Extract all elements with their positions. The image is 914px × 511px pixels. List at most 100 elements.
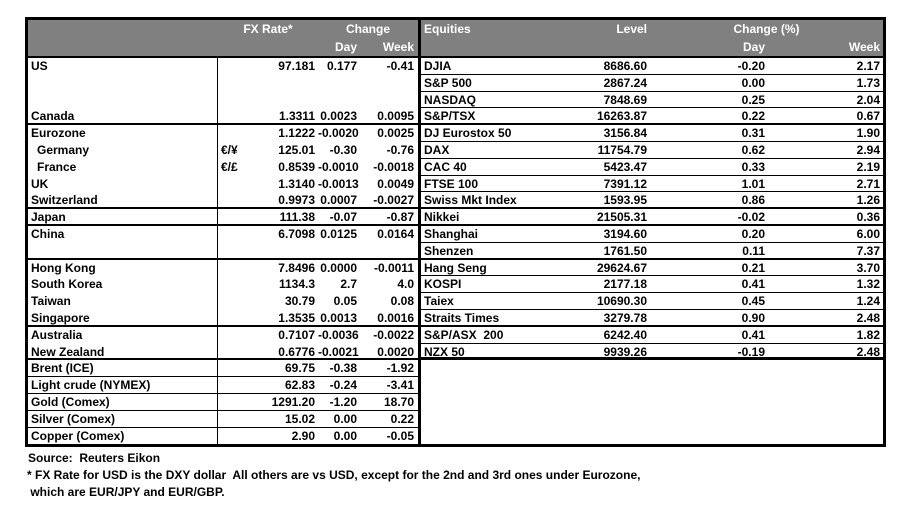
country-cell: Taiwan	[28, 293, 218, 310]
table-row: Shenzen 1761.50 0.11 7.37	[421, 243, 883, 260]
fx-week-change-cell: -0.0022	[373, 327, 414, 342]
equity-rows: DJIA 8686.60 -0.20 2.17 S&P 500 2867.24 0.00 1.…	[421, 58, 883, 361]
fx-week-change-cell: -1.92	[386, 361, 414, 376]
currency-pair-cell: €/¥	[221, 142, 238, 157]
fx-rate-cell: 125.01	[278, 142, 315, 157]
fx-rate-cell: 62.83	[284, 378, 315, 393]
country-cell: France	[28, 158, 218, 176]
table-row: NZX 50 9939.26 -0.19 2.48	[421, 344, 883, 361]
equity-day-change-cell: 0.41	[741, 277, 765, 292]
fx-rate-header: FX Rate*	[243, 22, 293, 36]
equity-week-change-cell: 1.26	[856, 193, 880, 208]
table-row: S&P/TSX 16263.87 0.22 0.67	[421, 108, 883, 126]
table-row: Canada 1.3311 0.0023 0.0095	[28, 108, 418, 126]
currency-pair-cell	[218, 360, 254, 376]
table-row: China 6.7098 0.0125 0.0164	[28, 225, 418, 243]
fx-day-change-cell: 0.0000	[320, 260, 357, 275]
country-cell: Gold (Comex)	[28, 393, 218, 410]
fx-week-change-cell: -3.41	[386, 378, 414, 393]
fx-rows: US 97.181 0.177 -0.41 Canada 1.3311 0.0023 0.00…	[28, 58, 418, 445]
currency-pair-cell: €/£	[221, 159, 238, 174]
fx-day-change-cell: -0.0013	[318, 176, 359, 191]
currency-pair-cell	[218, 276, 254, 293]
equity-week-change-cell: 3.70	[856, 260, 880, 275]
table-row: DAX 11754.79 0.62 2.94	[421, 142, 883, 159]
fx-week-change-cell: -0.0011	[373, 260, 414, 275]
table-row: New Zealand 0.6776 -0.0021 0.0020	[28, 343, 418, 361]
fx-week-change-cell: 18.70	[383, 394, 414, 409]
equity-day-change-cell: 0.90	[741, 310, 765, 325]
fx-day-change-cell: 0.00	[333, 428, 357, 443]
currency-pair-cell	[218, 176, 254, 193]
fx-rate-cell: 69.75	[284, 361, 315, 376]
fx-footnote-line2: which are EUR/JPY and EUR/GBP.	[27, 485, 225, 499]
equity-day-change-cell: 0.33	[741, 159, 765, 174]
fx-rate-cell: 30.79	[284, 294, 315, 309]
equity-level-cell: 1761.50	[603, 243, 647, 258]
fx-rate-cell: 15.02	[284, 411, 315, 426]
fx-day-change-cell	[318, 92, 360, 109]
fx-week-change-cell: 4.0	[397, 277, 414, 292]
table-row: DJIA 8686.60 -0.20 2.17	[421, 58, 883, 75]
equities-header: Equities	[424, 22, 471, 36]
currency-pair-cell	[218, 92, 254, 109]
fx-header-spacer	[28, 20, 218, 38]
table-row: Taiex 10690.30 0.45 1.24	[421, 293, 883, 310]
level-header: Level	[616, 22, 647, 36]
table-row: DJ Eurostox 50 3156.84 0.31 1.90	[421, 125, 883, 142]
fx-week-change-cell: 0.0164	[377, 226, 414, 241]
fx-day-change-cell: 0.05	[333, 294, 357, 309]
country-cell: South Korea	[28, 276, 218, 294]
country-cell: UK	[28, 175, 218, 193]
currency-pair-cell	[218, 192, 254, 207]
table-row: Hang Seng 29624.67 0.21 3.70	[421, 260, 883, 277]
currency-pair-cell	[218, 344, 254, 359]
equities-table-header: Equities Level Change (%) Day Week	[421, 20, 883, 58]
fx-rate-cell	[254, 92, 318, 109]
equity-day-change-cell: -0.19	[737, 344, 765, 358]
country-cell: Copper (Comex)	[28, 427, 218, 445]
country-cell: Silver (Comex)	[28, 410, 218, 427]
equity-name-cell: DAX	[424, 142, 450, 157]
fx-day-header: Day	[334, 40, 357, 54]
equity-day-change-cell: 0.20	[741, 226, 765, 241]
fx-rate-cell	[254, 243, 318, 258]
fx-footnote-line1: * FX Rate for USD is the DXY dollar All …	[27, 468, 641, 482]
table-row: Australia 0.7107 -0.0036 -0.0022	[28, 326, 418, 344]
equity-level-cell: 7391.12	[603, 176, 647, 191]
table-row: Copper (Comex) 2.90 0.00 -0.05	[28, 427, 418, 445]
currency-pair-cell	[218, 260, 254, 277]
equity-day-change-cell: 0.25	[741, 92, 765, 107]
table-row: Light crude (NYMEX) 62.83 -0.24 -3.41	[28, 377, 418, 394]
table-section-divider	[418, 20, 421, 445]
fx-day-change-cell	[318, 75, 360, 92]
equity-name-cell: S&P/ASX 200	[424, 327, 504, 342]
equity-name-cell: Shenzen	[424, 243, 474, 258]
fx-day-change-cell: 0.00	[333, 411, 357, 426]
table-row: Germany €/¥ 125.01 -0.30 -0.76	[28, 141, 418, 159]
fx-rate-cell: 0.9973	[278, 193, 315, 208]
fx-rate-cell: 0.6776	[278, 344, 315, 359]
fx-day-change-cell: -0.0021	[318, 344, 359, 359]
equity-level-cell: 10690.30	[596, 294, 647, 309]
fx-day-change-cell: 0.177	[326, 59, 357, 73]
equity-week-change-cell: 2.17	[856, 59, 880, 73]
equity-name-cell: KOSPI	[424, 277, 462, 292]
table-row: CAC 40 5423.47 0.33 2.19	[421, 159, 883, 176]
equity-week-change-cell: 7.37	[856, 243, 880, 258]
country-cell: Eurozone	[28, 125, 218, 142]
table-row: Shanghai 3194.60 0.20 6.00	[421, 226, 883, 243]
equity-level-cell: 9939.26	[603, 344, 647, 358]
country-cell	[28, 242, 218, 258]
currency-pair-cell	[218, 209, 254, 224]
country-cell	[28, 91, 218, 109]
fx-week-change-cell	[360, 92, 418, 109]
country-cell: Germany	[28, 141, 218, 159]
country-cell: US	[28, 58, 218, 75]
table-row: Singapore 1.3535 0.0013 0.0016	[28, 309, 418, 327]
equity-level-cell: 8686.60	[603, 59, 647, 73]
country-cell: Switzerland	[28, 192, 218, 208]
currency-pair-cell	[218, 58, 254, 75]
currency-pair-cell	[218, 243, 254, 258]
source-note: Source: Reuters Eikon	[28, 451, 161, 465]
